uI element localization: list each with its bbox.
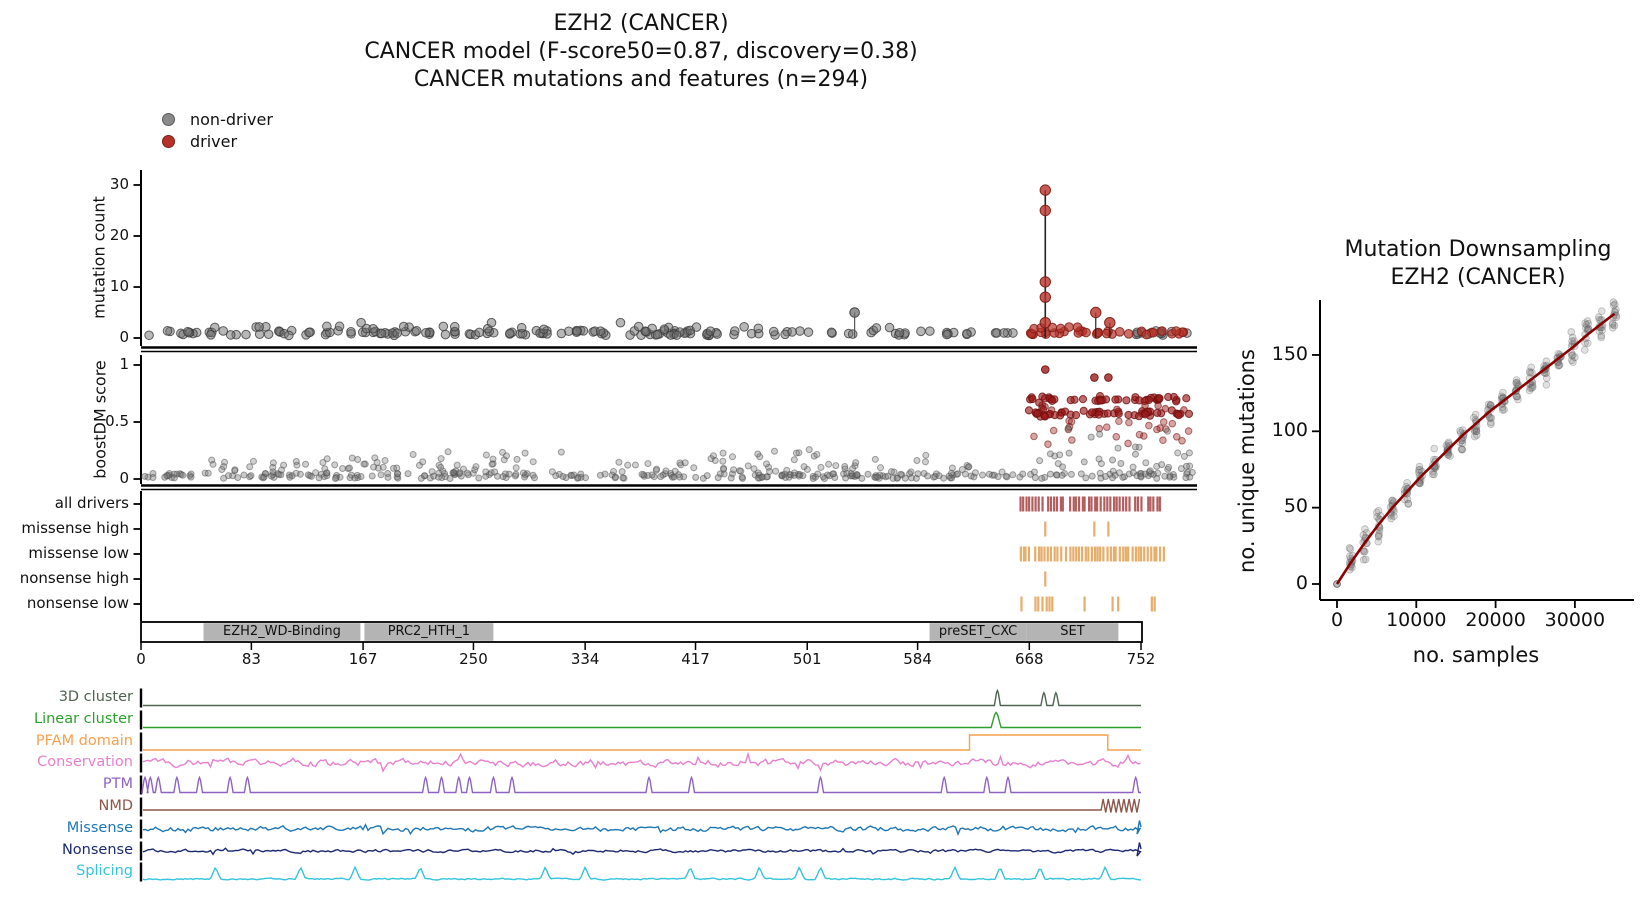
domain-box <box>929 623 1027 641</box>
mutation-count-panel <box>133 170 1197 353</box>
downsampling-x-tick-label: 30000 <box>1544 608 1606 631</box>
figure-title: EZH2 (CANCER) CANCER model (F-score50=0.… <box>141 10 1141 94</box>
boostdm-tick-label: 1 <box>119 354 129 373</box>
downsampling-title-line-1: Mutation Downsampling <box>1344 237 1612 262</box>
feature-tracks <box>139 688 1142 882</box>
driver-tracks-panel <box>133 491 1165 621</box>
downsampling-title: Mutation Downsampling EZH2 (CANCER) <box>1320 236 1636 292</box>
domain-bar <box>140 621 1143 650</box>
domain-label: preSET_CXC <box>938 623 1018 639</box>
feature-label: 3D cluster <box>58 689 133 706</box>
mutation-count-tick-label: 0 <box>119 327 129 346</box>
track-row-label: missense low <box>28 543 129 562</box>
mutation-count-tick-label: 20 <box>109 225 129 244</box>
feature-label: Nonsense <box>61 842 133 859</box>
track-row-label: missense high <box>21 518 129 537</box>
legend-item-nondriver: non-driver <box>162 108 273 130</box>
mutation-count-tick-label: 30 <box>109 174 129 193</box>
downsampling-x-tick-label: 0 <box>1330 608 1344 631</box>
downsampling-y-tick-label: 0 <box>1295 571 1308 594</box>
domain-box <box>203 623 361 641</box>
downsampling-y-tick-label: 50 <box>1283 495 1308 518</box>
nondriver-dot-icon <box>162 112 175 126</box>
downsampling-x-tick-label: 10000 <box>1386 608 1447 631</box>
feature-line <box>141 775 1141 794</box>
feature-line <box>142 751 1141 773</box>
title-line-2: CANCER model (F-score50=0.87, discovery=… <box>364 39 918 64</box>
boostdm-tick-label: 0 <box>119 468 129 487</box>
domain-label: EZH2_WD-Binding <box>223 623 341 639</box>
feature-line <box>142 842 1142 857</box>
legend-label-nondriver: non-driver <box>190 109 273 129</box>
x-tick-label: 501 <box>792 649 822 668</box>
x-tick-label: 752 <box>1126 649 1156 668</box>
downsampling-panel <box>1312 298 1634 608</box>
downsampling-x-tick-label: 20000 <box>1465 608 1526 631</box>
legend-item-driver: driver <box>162 130 273 152</box>
feature-label: Splicing <box>76 863 133 880</box>
feature-line <box>142 820 1142 836</box>
feature-line <box>143 688 1141 707</box>
title-line-3: CANCER mutations and features (n=294) <box>413 67 869 92</box>
feature-label: Conservation <box>37 754 133 771</box>
x-tick-label: 417 <box>681 649 710 668</box>
feature-label: PTM <box>102 776 133 793</box>
x-tick-label: 167 <box>348 649 378 668</box>
feature-line <box>142 865 1142 881</box>
legend: non-driver driver <box>162 108 273 152</box>
title-line-1: EZH2 (CANCER) <box>553 11 729 36</box>
track-row-label: nonsense high <box>19 568 129 587</box>
x-tick-label: 83 <box>241 649 261 668</box>
downsampling-y-tick-label: 100 <box>1271 418 1308 441</box>
feature-line <box>143 711 1141 729</box>
track-row-label: nonsense low <box>26 593 129 612</box>
domain-box <box>1026 623 1119 641</box>
domain-label: PRC2_HTH_1 <box>387 623 471 639</box>
downsampling-fit-line <box>1335 312 1616 585</box>
x-tick-label: 668 <box>1014 649 1044 668</box>
x-tick-label: 334 <box>570 649 600 668</box>
downsampling-x-axis-label: no. samples <box>1412 643 1540 667</box>
feature-line <box>143 734 1141 751</box>
feature-label: NMD <box>98 798 133 815</box>
x-tick-label: 0 <box>136 649 146 668</box>
feature-label: PFAM domain <box>35 733 133 750</box>
x-tick-label: 250 <box>459 649 488 668</box>
feature-line <box>143 798 1141 813</box>
x-tick-label: 584 <box>903 649 932 668</box>
domain-box <box>364 623 494 641</box>
driver-dot-icon <box>162 134 175 148</box>
mutation-count-tick-label: 10 <box>109 276 129 295</box>
feature-label: Linear cluster <box>34 711 133 728</box>
boostdm-tick-label: 0.5 <box>105 411 129 430</box>
domain-label: SET <box>1060 623 1085 639</box>
legend-label-driver: driver <box>190 131 238 151</box>
feature-label: Missense <box>66 820 133 837</box>
boostdm-panel <box>133 355 1197 491</box>
downsampling-title-line-2: EZH2 (CANCER) <box>1390 265 1566 290</box>
track-row-label: all drivers <box>54 493 129 512</box>
downsampling-y-tick-label: 150 <box>1271 342 1308 365</box>
